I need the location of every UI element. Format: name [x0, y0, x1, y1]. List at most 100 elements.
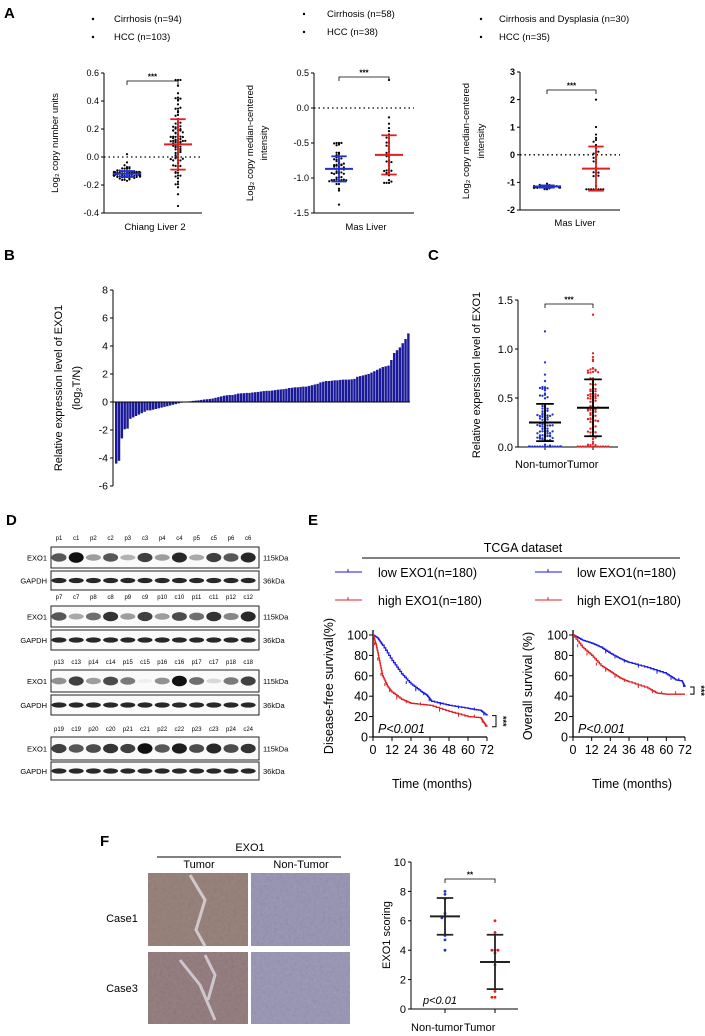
exo1-band	[206, 552, 222, 563]
bar	[248, 392, 251, 402]
legend-label: Cirrhosis (n=58)	[327, 9, 395, 20]
data-point	[335, 176, 338, 179]
data-point	[541, 387, 544, 390]
data-point	[559, 445, 563, 448]
data-point	[591, 359, 595, 363]
data-point	[330, 171, 333, 175]
data-point	[138, 175, 142, 178]
data-point	[387, 122, 391, 125]
bar	[350, 379, 353, 402]
exo1-band	[154, 677, 170, 685]
exo1-band	[137, 552, 153, 563]
gapdh-band	[206, 637, 222, 643]
data-point	[543, 389, 547, 392]
legend-e1: low EXO1(n=180) high EXO1(n=180)	[335, 566, 482, 608]
exo1-band	[120, 613, 136, 620]
y-tick-label: 20	[354, 710, 368, 724]
data-point	[604, 445, 607, 448]
data-point	[335, 178, 338, 181]
data-point	[541, 423, 544, 426]
gapdh-band	[171, 637, 187, 643]
data-point	[333, 165, 336, 168]
data-point	[118, 177, 121, 180]
data-point	[545, 182, 549, 185]
bar	[117, 402, 121, 461]
legend-a1: Cirrhosis (n=94) HCC (n=103)	[91, 14, 182, 43]
gapdh-band	[240, 702, 256, 708]
x-tick-label: 0	[370, 743, 377, 757]
lane-label: c19	[71, 727, 81, 733]
gapdh-band	[51, 577, 67, 584]
significance-stars: ***	[696, 685, 705, 696]
data-point	[551, 430, 554, 433]
gapdh-band	[137, 768, 153, 774]
data-point	[594, 138, 598, 142]
x-tick-label: 0	[570, 743, 577, 757]
data-point	[112, 174, 116, 177]
y-tick-label: 20	[554, 710, 568, 724]
data-point	[591, 366, 595, 370]
data-point	[551, 413, 554, 416]
data-point	[179, 147, 182, 151]
y-tick-label: 0.5	[296, 68, 309, 78]
survival-curve	[573, 634, 685, 695]
lane-label: p4	[159, 536, 166, 542]
data-point	[174, 97, 177, 100]
data-point	[179, 78, 182, 82]
bar	[234, 394, 237, 402]
data-point	[541, 407, 544, 410]
significance-bracket	[546, 89, 597, 94]
western-blot: p1 c1 p2 c2 p3 c3 p4 c4 p5 c5 p6 c6 EXO1 115kDa GAPDH 3…	[20, 536, 289, 781]
ihc-image-case1-nontumor	[251, 873, 350, 946]
bar	[336, 380, 339, 402]
data-point	[128, 167, 131, 170]
data-point	[387, 179, 391, 182]
y-tick-label: 6	[102, 313, 108, 325]
data-point	[387, 130, 391, 133]
data-point	[493, 995, 497, 999]
gapdh-band	[189, 768, 205, 774]
y-tick-label: 0.6	[86, 68, 99, 78]
data-point	[174, 114, 177, 117]
bar	[174, 402, 177, 405]
legend-label: HCC (n=35)	[499, 32, 550, 43]
exo1-band	[240, 743, 256, 754]
data-point	[184, 139, 187, 142]
data-point	[337, 187, 341, 190]
f-category-label: Tumor	[464, 1022, 496, 1034]
bar	[268, 390, 271, 402]
data-point	[538, 394, 542, 397]
data-point	[586, 409, 590, 412]
data-point	[597, 174, 600, 177]
exo1-band	[223, 744, 239, 753]
panel-label-b: B	[4, 247, 15, 264]
data-point	[176, 96, 180, 99]
gapdh-band	[223, 577, 239, 584]
size-label: 115kDa	[263, 677, 289, 686]
exo1-band	[120, 677, 136, 685]
bar	[373, 371, 376, 402]
data-point	[594, 395, 597, 398]
bar	[296, 387, 299, 402]
data-point	[179, 135, 182, 138]
data-point	[536, 423, 539, 427]
data-point	[594, 387, 597, 391]
chart-a2: 0.5 0.0 -0.5 -1.0 -1.5 ***	[293, 68, 414, 218]
lane-label: p14	[88, 660, 99, 666]
bar	[123, 402, 126, 430]
lane-label: c4	[176, 536, 183, 542]
significance-stars: ***	[564, 296, 574, 305]
data-point	[174, 151, 177, 155]
legend-label: HCC (n=38)	[327, 27, 378, 38]
e2-p-value: P<0.001	[578, 722, 625, 736]
gapdh-band	[223, 768, 239, 774]
data-point	[174, 148, 177, 151]
data-point	[538, 386, 542, 390]
data-point	[543, 361, 547, 364]
data-point	[179, 129, 182, 132]
data-point	[594, 425, 597, 428]
gapdh-band	[137, 637, 153, 643]
significance-bracket	[544, 303, 594, 308]
y-tick-label: 2	[510, 95, 515, 105]
lane-label: c6	[245, 536, 252, 542]
